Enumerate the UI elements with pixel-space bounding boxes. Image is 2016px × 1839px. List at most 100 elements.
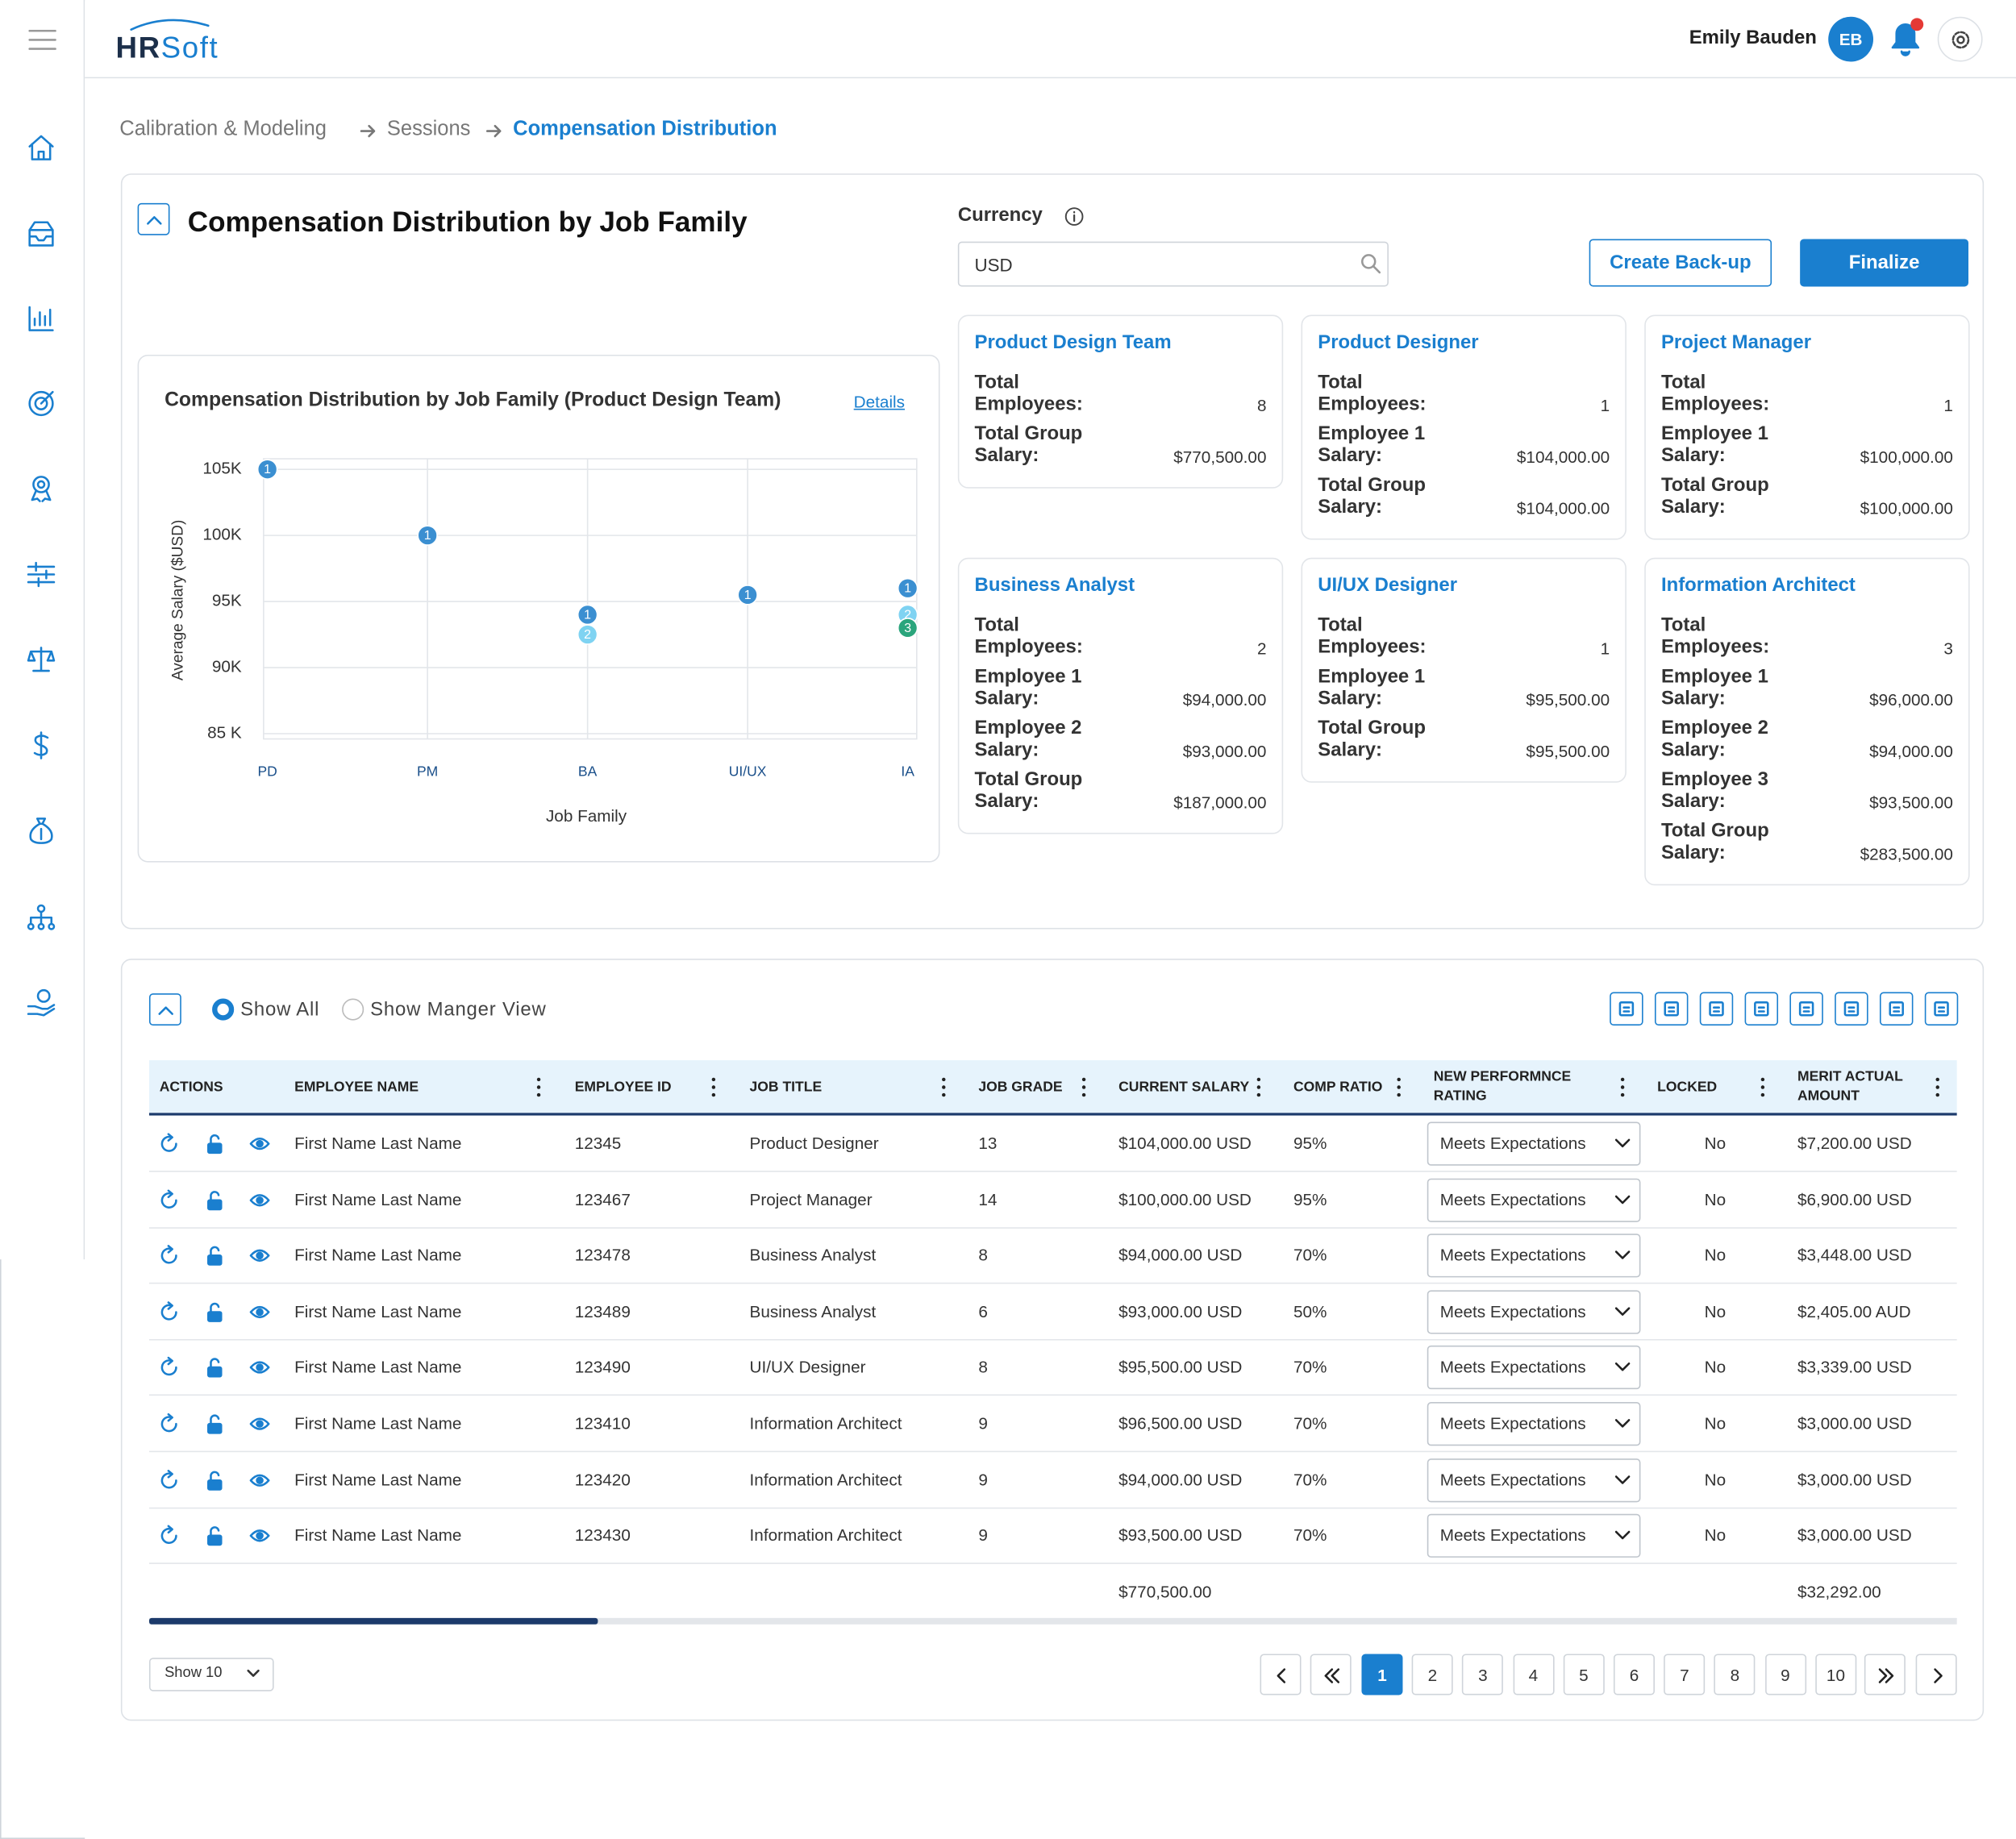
reset-icon[interactable] xyxy=(160,1525,181,1546)
rating-select[interactable] xyxy=(1427,1121,1641,1166)
column-menu[interactable] xyxy=(1934,1077,1942,1098)
page-button[interactable]: 2 xyxy=(1411,1654,1453,1695)
rating-select[interactable] xyxy=(1427,1346,1641,1390)
kebab-icon xyxy=(1620,1077,1625,1097)
next-page[interactable] xyxy=(1915,1654,1957,1695)
dollar-icon[interactable] xyxy=(31,731,52,759)
tool-button[interactable] xyxy=(1699,992,1734,1026)
scroll-thumb[interactable] xyxy=(148,1617,598,1625)
field-label: Total Employees: xyxy=(1660,614,1770,659)
tool-button[interactable] xyxy=(1610,992,1643,1026)
menu-icon[interactable] xyxy=(28,28,56,52)
page-size-select[interactable] xyxy=(148,1658,274,1691)
last-page[interactable] xyxy=(1864,1654,1906,1695)
unlock-icon[interactable] xyxy=(205,1246,226,1267)
cell: 95% xyxy=(1293,1189,1327,1209)
view-icon[interactable] xyxy=(249,1136,270,1151)
page-button[interactable]: 7 xyxy=(1664,1654,1706,1695)
tool-button[interactable] xyxy=(1654,992,1689,1026)
sliders-icon[interactable] xyxy=(27,560,56,589)
page-button[interactable]: 3 xyxy=(1462,1654,1504,1695)
reset-icon[interactable] xyxy=(160,1357,181,1379)
tool-button[interactable] xyxy=(1924,992,1959,1026)
unlock-icon[interactable] xyxy=(205,1525,226,1546)
cell: Business Analyst xyxy=(749,1301,877,1321)
page-button[interactable]: 1 xyxy=(1361,1654,1403,1695)
tool-button[interactable] xyxy=(1789,992,1823,1026)
breadcrumb-item[interactable]: Calibration & Modeling xyxy=(119,118,327,140)
info-icon[interactable] xyxy=(1064,207,1084,227)
column-menu[interactable] xyxy=(1759,1077,1767,1098)
cell: $3,339.00 USD xyxy=(1797,1357,1912,1377)
first-page[interactable] xyxy=(1310,1654,1352,1695)
radio-label[interactable]: Show Manger View xyxy=(370,998,547,1021)
view-icon[interactable] xyxy=(249,1304,270,1320)
tool-button[interactable] xyxy=(1835,992,1868,1026)
prev-page[interactable] xyxy=(1260,1654,1302,1695)
unlock-icon[interactable] xyxy=(205,1358,226,1379)
column-menu[interactable] xyxy=(1080,1077,1088,1098)
view-icon[interactable] xyxy=(249,1248,270,1263)
page-button[interactable]: 9 xyxy=(1764,1654,1806,1695)
column-menu[interactable] xyxy=(1618,1077,1627,1098)
rating-select[interactable] xyxy=(1427,1402,1641,1446)
reset-icon[interactable] xyxy=(160,1245,181,1267)
finalize-button[interactable]: Finalize xyxy=(1800,239,1969,287)
currency-input[interactable] xyxy=(957,241,1389,287)
column-menu[interactable] xyxy=(535,1077,543,1098)
rating-select[interactable] xyxy=(1427,1514,1641,1558)
inbox-icon[interactable] xyxy=(27,220,55,248)
collapse-button[interactable] xyxy=(148,993,181,1026)
settings-button[interactable] xyxy=(1937,16,1983,62)
unlock-icon[interactable] xyxy=(205,1413,226,1434)
page-button[interactable]: 10 xyxy=(1814,1654,1856,1695)
view-icon[interactable] xyxy=(249,1360,270,1375)
moneybag-icon[interactable] xyxy=(27,816,55,844)
view-icon[interactable] xyxy=(249,1417,270,1432)
page-button[interactable]: 5 xyxy=(1563,1654,1605,1695)
view-icon[interactable] xyxy=(249,1529,270,1544)
radio[interactable] xyxy=(342,998,364,1021)
backup-button[interactable]: Create Back-up xyxy=(1589,239,1772,287)
column-menu[interactable] xyxy=(710,1077,718,1098)
cell: 70% xyxy=(1293,1525,1327,1546)
tool-button[interactable] xyxy=(1879,992,1914,1026)
page-button[interactable]: 8 xyxy=(1714,1654,1756,1695)
column-menu[interactable] xyxy=(1255,1077,1263,1098)
details-link[interactable]: Details xyxy=(853,392,906,412)
avatar[interactable]: EB xyxy=(1828,16,1874,62)
reset-icon[interactable] xyxy=(160,1469,181,1491)
radio-label[interactable]: Show All xyxy=(240,998,320,1021)
column-menu[interactable] xyxy=(1395,1077,1403,1098)
chart-icon[interactable] xyxy=(27,305,55,333)
reset-icon[interactable] xyxy=(160,1188,181,1210)
page-button[interactable]: 4 xyxy=(1512,1654,1554,1695)
hand-coin-icon[interactable] xyxy=(27,988,56,1017)
reset-icon[interactable] xyxy=(160,1133,181,1155)
reset-icon[interactable] xyxy=(160,1300,181,1322)
unlock-icon[interactable] xyxy=(205,1134,226,1155)
rating-select[interactable] xyxy=(1427,1178,1641,1222)
unlock-icon[interactable] xyxy=(205,1301,226,1322)
org-icon[interactable] xyxy=(27,904,56,932)
scale-icon[interactable] xyxy=(27,645,56,673)
award-icon[interactable] xyxy=(27,474,55,502)
target-icon[interactable] xyxy=(27,389,55,418)
unlock-icon[interactable] xyxy=(205,1470,226,1491)
bell-icon[interactable] xyxy=(1888,18,1924,59)
rating-select[interactable] xyxy=(1427,1234,1641,1278)
unlock-icon[interactable] xyxy=(205,1189,226,1210)
tool-button[interactable] xyxy=(1744,992,1779,1026)
rating-select[interactable] xyxy=(1427,1290,1641,1334)
radio-selected[interactable] xyxy=(212,998,235,1021)
page-button[interactable]: 6 xyxy=(1613,1654,1655,1695)
rating-select[interactable] xyxy=(1427,1458,1641,1502)
reset-icon[interactable] xyxy=(160,1413,181,1434)
column-menu[interactable] xyxy=(939,1077,948,1098)
home-icon[interactable] xyxy=(27,134,55,162)
view-icon[interactable] xyxy=(249,1472,270,1487)
view-icon[interactable] xyxy=(249,1192,270,1208)
cell: $3,448.00 USD xyxy=(1797,1245,1912,1265)
collapse-button[interactable] xyxy=(137,202,170,235)
breadcrumb-item[interactable]: Sessions xyxy=(386,118,471,140)
